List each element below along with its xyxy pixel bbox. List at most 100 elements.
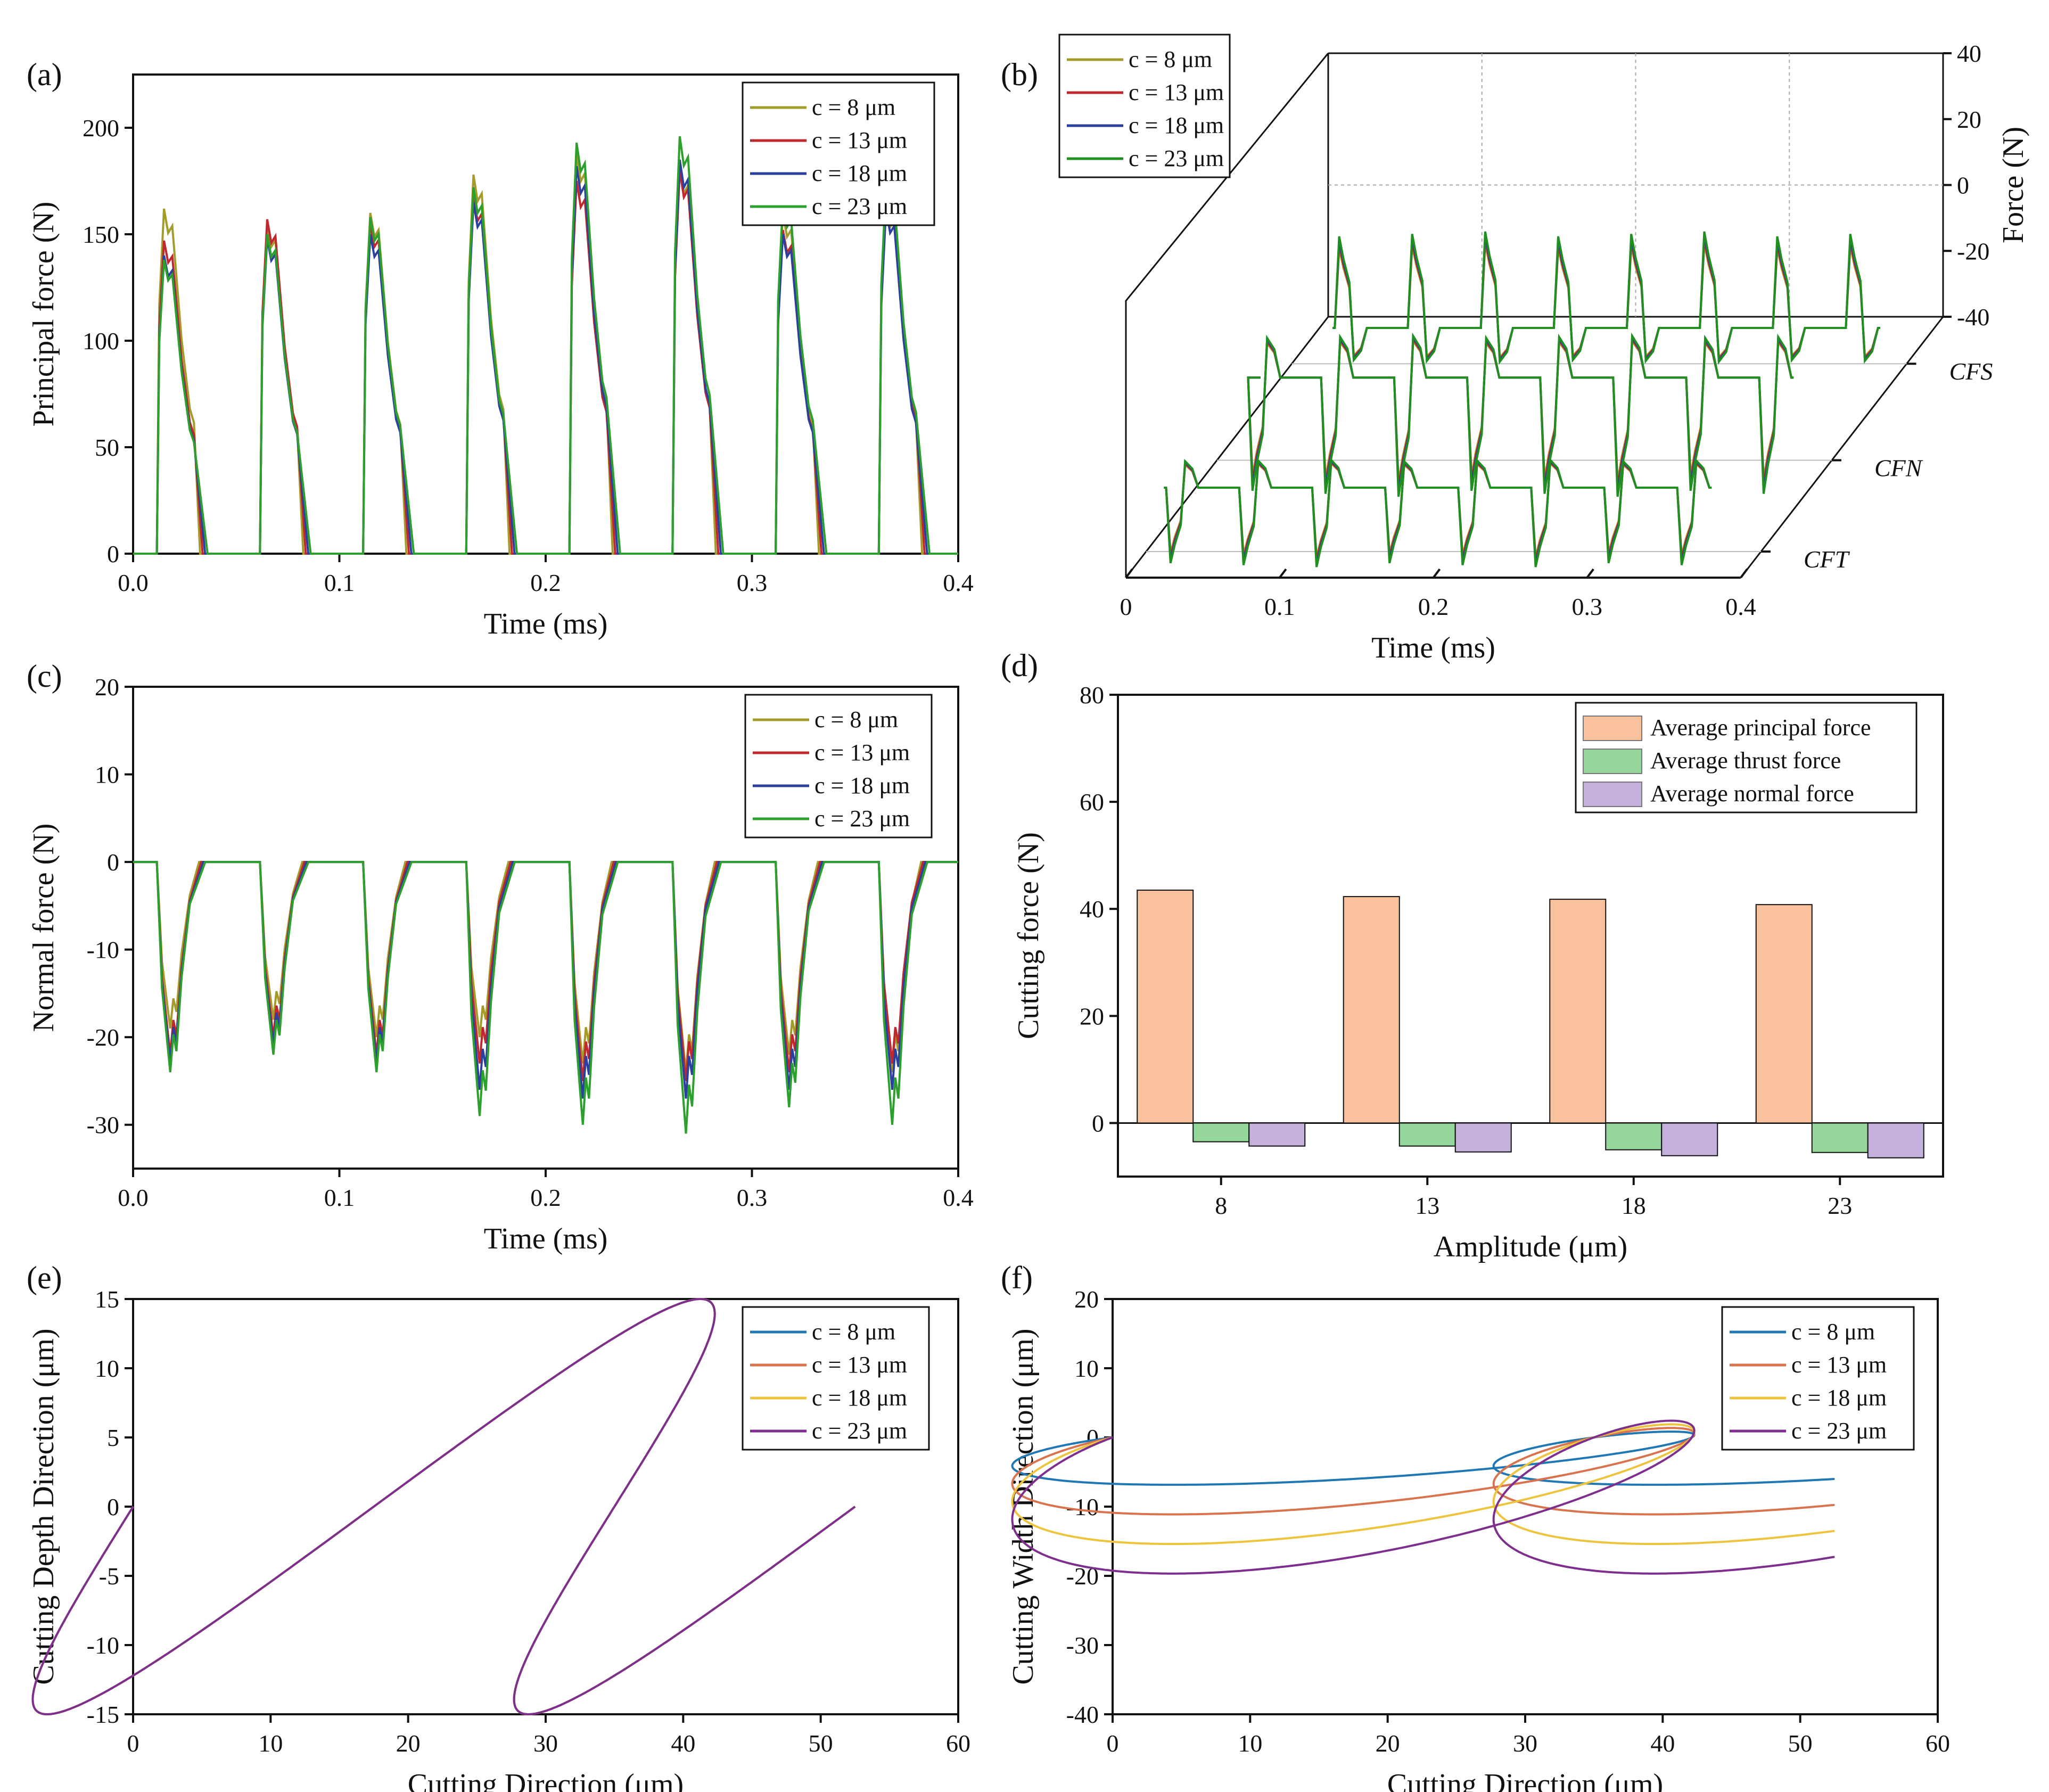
panel-b-floor-left <box>1125 316 1329 578</box>
panel-e-ytick-label: -15 <box>87 1701 119 1728</box>
panel-e-xtick-label: 0 <box>127 1730 139 1757</box>
panel-b-legend-label: c = 13 μm <box>1129 79 1224 105</box>
panel-a-xtick-label: 0.3 <box>737 569 768 596</box>
panel-e-xtick-label: 30 <box>533 1730 558 1757</box>
panel-c-chart: 0.0 0.1 0.2 0.3 0.4 20 10 0 -10 -20 -30 Time (ms) No… <box>27 673 974 1255</box>
panel-c-xtick-label: 0.1 <box>324 1184 355 1211</box>
panel-a-label: (a) <box>27 57 62 92</box>
panel-c-legend-label: c = 8 μm <box>814 706 898 733</box>
panel-b-xtick-mark <box>1125 568 1133 579</box>
panel-d-bar <box>1661 1122 1718 1156</box>
panel-e-ytick-label: 15 <box>95 1286 119 1313</box>
panel-e-series-line <box>31 1298 856 1715</box>
panel-a-ytick-label: 50 <box>95 434 119 461</box>
panel-d-xtick-label: 18 <box>1622 1192 1646 1219</box>
panel-d-bar <box>1867 1122 1924 1158</box>
panel-b-series-line <box>1164 461 1712 558</box>
panel-f-xtick-label: 30 <box>1513 1730 1537 1757</box>
panel-e-label: (e) <box>27 1260 62 1295</box>
panel-d-chart: 80 60 40 20 0 8 13 18 23 Amplitude (μm) Cutting fo… <box>1012 681 1944 1263</box>
panel-d-bar <box>1192 1122 1250 1142</box>
panel-e-xtick-label: 20 <box>396 1730 421 1757</box>
panel-c-series-line <box>133 861 958 1134</box>
panel-f-ytick-label: 10 <box>1074 1355 1099 1382</box>
panel-b-depth-label: CFN <box>1874 455 1923 482</box>
panel-c-legend-label: c = 18 μm <box>814 772 910 799</box>
panel-e-xtick-label: 60 <box>946 1730 970 1757</box>
panel-b-series-line <box>1164 459 1712 561</box>
panel-c-xtick-label: 0.0 <box>118 1184 149 1211</box>
panel-b-floor-right <box>1740 316 1944 578</box>
panel-c-xtick-label: 0.3 <box>737 1184 768 1211</box>
panel-e-legend-label: c = 8 μm <box>812 1319 895 1345</box>
panel-a-xtick-label: 0.0 <box>118 569 149 596</box>
panel-c-ytick-label: 0 <box>107 849 119 876</box>
panel-a-series-line <box>133 170 958 555</box>
panel-a-xtick-label: 0.2 <box>530 569 561 596</box>
panel-b-ztick-label: -20 <box>1957 237 1989 265</box>
panel-e-legend-label: c = 13 μm <box>812 1352 907 1378</box>
panel-c-xtick-label: 0.4 <box>943 1184 974 1211</box>
panel-d-ytick-label: 40 <box>1080 895 1104 923</box>
panel-b-xtick-mark <box>1740 568 1748 579</box>
panel-d-label: (d) <box>1001 648 1038 683</box>
panel-f-legend-label: c = 13 μm <box>1791 1352 1887 1378</box>
panel-f-xlabel: Cutting Direction (μm) <box>1387 1768 1663 1792</box>
panel-a-legend-label: c = 8 μm <box>812 94 895 120</box>
panel-d-legend-label: Average principal force <box>1650 714 1871 741</box>
panel-a-ytick-label: 200 <box>83 114 119 142</box>
panel-c-series-line <box>133 861 958 1081</box>
panel-f-legend-label: c = 18 μm <box>1791 1385 1887 1411</box>
panel-a-ylabel: Principal force (N) <box>27 202 60 427</box>
panel-e-ytick-label: -10 <box>87 1632 119 1659</box>
panel-e-ylabel: Cutting Depth Direction (μm) <box>27 1328 60 1684</box>
panel-f-series-line <box>1011 1427 1835 1516</box>
panel-c-xtick-label: 0.2 <box>530 1184 561 1211</box>
panel-d-xtick-label: 23 <box>1828 1192 1852 1219</box>
panel-b-xtick-mark <box>1432 568 1441 579</box>
panel-b-depth-label: CFS <box>1949 358 1993 385</box>
panel-f-series-line <box>1011 1419 1835 1575</box>
panel-d-legend-swatch <box>1583 782 1642 807</box>
panel-e-ytick-label: 10 <box>95 1355 119 1382</box>
panel-e-xtick-label: 50 <box>809 1730 833 1757</box>
panel-e-legend-label: c = 23 μm <box>812 1418 907 1444</box>
panel-f-xtick-label: 60 <box>1925 1730 1950 1757</box>
panel-b-xtick-label: 0.1 <box>1264 593 1295 620</box>
panel-f-xtick-label: 50 <box>1788 1730 1813 1757</box>
panel-d-ytick-label: 80 <box>1080 681 1104 709</box>
panel-d-xtick-label: 13 <box>1415 1192 1439 1219</box>
panel-e-series-line <box>31 1298 856 1715</box>
panel-d-bar <box>1343 896 1400 1124</box>
panel-b-xlabel: Time (ms) <box>1371 631 1495 664</box>
panel-e-series-line <box>31 1298 856 1715</box>
panel-b-legend-label: c = 8 μm <box>1129 46 1212 72</box>
panel-d-xlabel: Amplitude (μm) <box>1434 1230 1627 1263</box>
panel-b-xtick-label: 0 <box>1120 593 1132 620</box>
panel-e-legend-label: c = 18 μm <box>812 1385 907 1411</box>
panel-e-xtick-label: 10 <box>258 1730 283 1757</box>
panel-a-xlabel: Time (ms) <box>484 607 608 640</box>
panel-d-legend-swatch <box>1583 749 1642 774</box>
panel-a-ytick-label: 150 <box>83 221 119 248</box>
panel-d-bar <box>1248 1122 1306 1147</box>
panel-a-xtick-label: 0.1 <box>324 569 355 596</box>
panel-c-ytick-label: -20 <box>87 1024 119 1051</box>
panel-b-series-line <box>1164 458 1712 564</box>
panel-e-ytick-label: -5 <box>99 1563 119 1590</box>
panel-f-xtick-label: 20 <box>1376 1730 1400 1757</box>
panel-d-ytick-label: 60 <box>1080 788 1104 816</box>
panel-d-bar <box>1549 899 1607 1124</box>
panel-f-ytick-label: -30 <box>1066 1632 1099 1659</box>
panel-b-chart: 40 20 0 -20 -40 Force (N) 0 0.1 0.2 0.3 0.4 Time (m… <box>1058 34 2030 664</box>
panel-d-bar <box>1398 1122 1456 1147</box>
panel-f-ytick-label: 20 <box>1074 1286 1099 1313</box>
panel-a-xtick-label: 0.4 <box>943 569 974 596</box>
panel-b-series-line <box>1247 332 1794 497</box>
panel-f-xtick-label: 0 <box>1107 1730 1119 1757</box>
panel-b-left-wall <box>1125 53 1329 578</box>
panel-c-ytick-label: -30 <box>87 1112 119 1139</box>
panel-b-xtick-mark <box>1279 568 1287 579</box>
